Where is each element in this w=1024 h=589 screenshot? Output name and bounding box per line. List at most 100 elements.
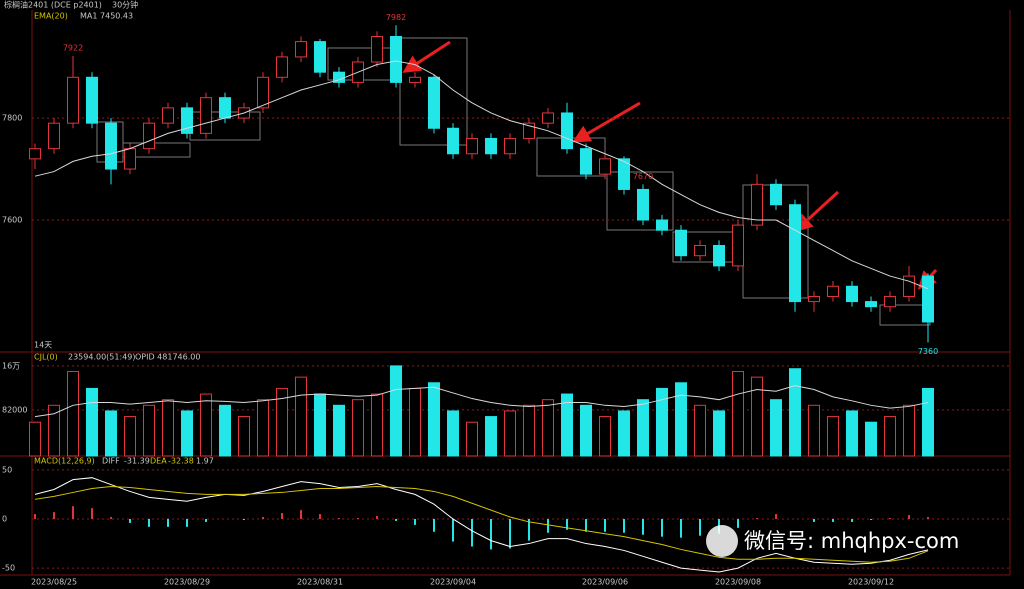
candle-body — [409, 76, 421, 83]
candle-body — [371, 36, 383, 63]
candle-body — [276, 56, 288, 78]
volume-bar — [143, 404, 155, 457]
candle-body — [656, 219, 668, 231]
period: 30分钟 — [112, 0, 138, 10]
candle-body — [162, 107, 174, 124]
y-tick-label: 7800 — [2, 114, 22, 123]
annotation: 7670 — [633, 172, 653, 181]
line — [34, 60, 929, 290]
volume-bar — [181, 410, 193, 457]
candle-body — [257, 76, 269, 109]
volume-bar — [751, 376, 763, 457]
volume-bar — [48, 404, 60, 457]
volume-bar — [865, 421, 877, 457]
line — [34, 477, 929, 573]
annotation: 7922 — [63, 43, 83, 52]
volume-bar — [542, 399, 554, 457]
volume-bar — [618, 410, 630, 457]
candle-body — [637, 188, 649, 221]
candle-body — [504, 137, 516, 155]
arrow — [402, 40, 451, 73]
candle-body — [789, 204, 801, 303]
volume-bar — [352, 399, 364, 457]
volume-bar — [599, 416, 611, 457]
volume-bar — [466, 421, 478, 457]
macd-title: MACD(12,26,9) — [34, 457, 95, 466]
volume-bar — [789, 368, 801, 457]
candle-body — [561, 112, 573, 150]
volume-bar — [390, 365, 402, 457]
candle-body — [124, 148, 136, 170]
candle-body — [751, 183, 763, 226]
volume-bar — [86, 387, 98, 457]
watermark-icon — [706, 525, 738, 557]
volume-bar — [314, 393, 326, 457]
volume-bar — [29, 421, 41, 457]
candle-body — [599, 158, 611, 175]
volume-bar — [124, 416, 136, 457]
volume-bar — [903, 404, 915, 457]
box — [399, 37, 468, 146]
legend-value: -31.39 — [124, 457, 150, 466]
open-interest: OPID 481746.00 — [135, 353, 200, 362]
volume-bar — [105, 410, 117, 457]
candle-body — [105, 122, 117, 170]
ma-label: MA1 7450.43 — [80, 12, 133, 21]
candle-body — [827, 285, 839, 297]
box — [606, 171, 674, 231]
candle-body — [770, 183, 782, 206]
candle-body — [846, 285, 858, 303]
candle-body — [219, 97, 231, 119]
volume-bar — [808, 404, 820, 457]
line — [34, 486, 929, 563]
chart-title: 棕榈油2401 (DCE p2401) — [4, 0, 102, 10]
candle-body — [618, 158, 630, 190]
volume-bar — [504, 410, 516, 457]
period-label: 14天 — [34, 341, 52, 350]
legend-entry: DEA — [150, 457, 167, 466]
y-tick-label: 50 — [2, 465, 12, 474]
y-tick-label: 82000 — [2, 405, 27, 414]
volume-bar — [485, 416, 497, 457]
volume-bar — [846, 410, 858, 457]
candle-body — [200, 97, 212, 134]
volume-bar — [827, 416, 839, 457]
candle-body — [67, 76, 79, 124]
volume-bar — [694, 404, 706, 457]
volume-bar — [219, 404, 231, 457]
volume-value: 23594.00(51:49) — [68, 353, 135, 362]
volume-title: CJL(0) — [34, 353, 58, 362]
volume-bar — [200, 393, 212, 457]
candle-body — [694, 245, 706, 257]
x-tick-label: 2023/09/08 — [715, 578, 761, 587]
candle-body — [314, 41, 326, 73]
candle-body — [143, 122, 155, 150]
candle-body — [485, 137, 497, 155]
candle-body — [447, 127, 459, 155]
x-tick-label: 2023/09/04 — [430, 578, 476, 587]
volume-bar — [67, 371, 79, 457]
arrow — [572, 101, 641, 143]
volume-bar — [770, 399, 782, 457]
volume-bar — [295, 376, 307, 457]
legend-entry: EMA(20) — [34, 12, 68, 21]
volume-bar — [523, 404, 535, 457]
annotation: 7982 — [386, 13, 406, 22]
candle-body — [86, 76, 98, 124]
volume-bar — [732, 371, 744, 457]
candle-body — [903, 275, 915, 297]
volume-bar — [637, 399, 649, 457]
x-tick-label: 2023/09/06 — [582, 578, 628, 587]
volume-bar — [162, 399, 174, 457]
volume-bar — [884, 416, 896, 457]
x-tick-label: 2023/09/12 — [848, 578, 894, 587]
line — [34, 385, 929, 418]
volume-bar — [371, 393, 383, 457]
candle-body — [181, 107, 193, 134]
volume-bar — [447, 410, 459, 457]
y-tick-label: 0 — [2, 514, 7, 523]
candle-body — [466, 137, 478, 155]
volume-bar — [713, 410, 725, 457]
candle-body — [732, 224, 744, 267]
